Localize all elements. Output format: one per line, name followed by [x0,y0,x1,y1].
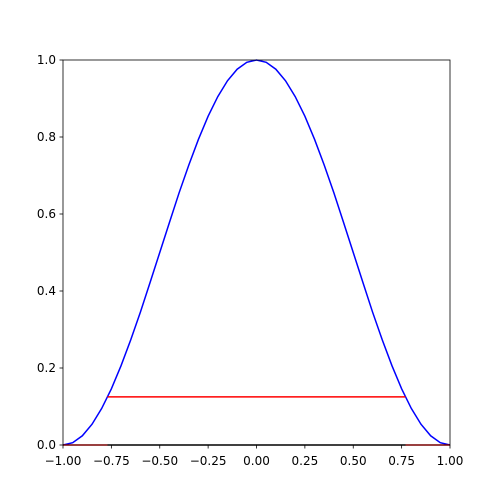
y-tick-label: 0.8 [37,130,56,144]
x-tick-label: 1.00 [437,454,464,468]
x-tick-label: 0.25 [292,454,319,468]
y-tick-label: 0.6 [37,207,56,221]
y-tick-label: 1.0 [37,53,56,67]
y-tick-label: 0.0 [37,438,56,452]
x-tick-label: −1.00 [45,454,82,468]
x-tick-label: −0.25 [190,454,227,468]
x-tick-label: −0.50 [141,454,178,468]
x-tick-label: 0.75 [388,454,415,468]
x-tick-label: 0.50 [340,454,367,468]
x-tick-label: −0.75 [93,454,130,468]
y-tick-label: 0.4 [37,284,56,298]
x-tick-label: 0.00 [243,454,270,468]
y-tick-label: 0.2 [37,361,56,375]
